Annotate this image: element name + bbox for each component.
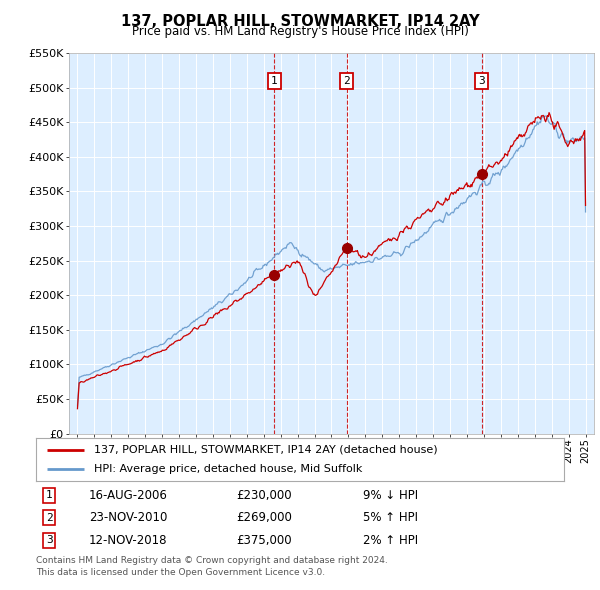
Text: 2% ↑ HPI: 2% ↑ HPI [364,533,418,546]
Text: 1: 1 [46,490,53,500]
Text: 2: 2 [343,76,350,86]
Text: £230,000: £230,000 [236,489,292,502]
Text: 12-NOV-2018: 12-NOV-2018 [89,533,167,546]
Text: £269,000: £269,000 [236,511,293,525]
Text: 23-NOV-2010: 23-NOV-2010 [89,511,167,525]
Text: 16-AUG-2006: 16-AUG-2006 [89,489,167,502]
Text: Price paid vs. HM Land Registry's House Price Index (HPI): Price paid vs. HM Land Registry's House … [131,25,469,38]
Text: Contains HM Land Registry data © Crown copyright and database right 2024.
This d: Contains HM Land Registry data © Crown c… [36,556,388,576]
Text: £375,000: £375,000 [236,533,292,546]
Text: 137, POPLAR HILL, STOWMARKET, IP14 2AY (detached house): 137, POPLAR HILL, STOWMARKET, IP14 2AY (… [94,445,438,455]
Text: 1: 1 [271,76,278,86]
Text: 3: 3 [46,535,53,545]
Text: HPI: Average price, detached house, Mid Suffolk: HPI: Average price, detached house, Mid … [94,464,362,474]
Text: 137, POPLAR HILL, STOWMARKET, IP14 2AY: 137, POPLAR HILL, STOWMARKET, IP14 2AY [121,14,479,29]
Text: 5% ↑ HPI: 5% ↑ HPI [364,511,418,525]
Text: 3: 3 [478,76,485,86]
Text: 9% ↓ HPI: 9% ↓ HPI [364,489,418,502]
Text: 2: 2 [46,513,53,523]
